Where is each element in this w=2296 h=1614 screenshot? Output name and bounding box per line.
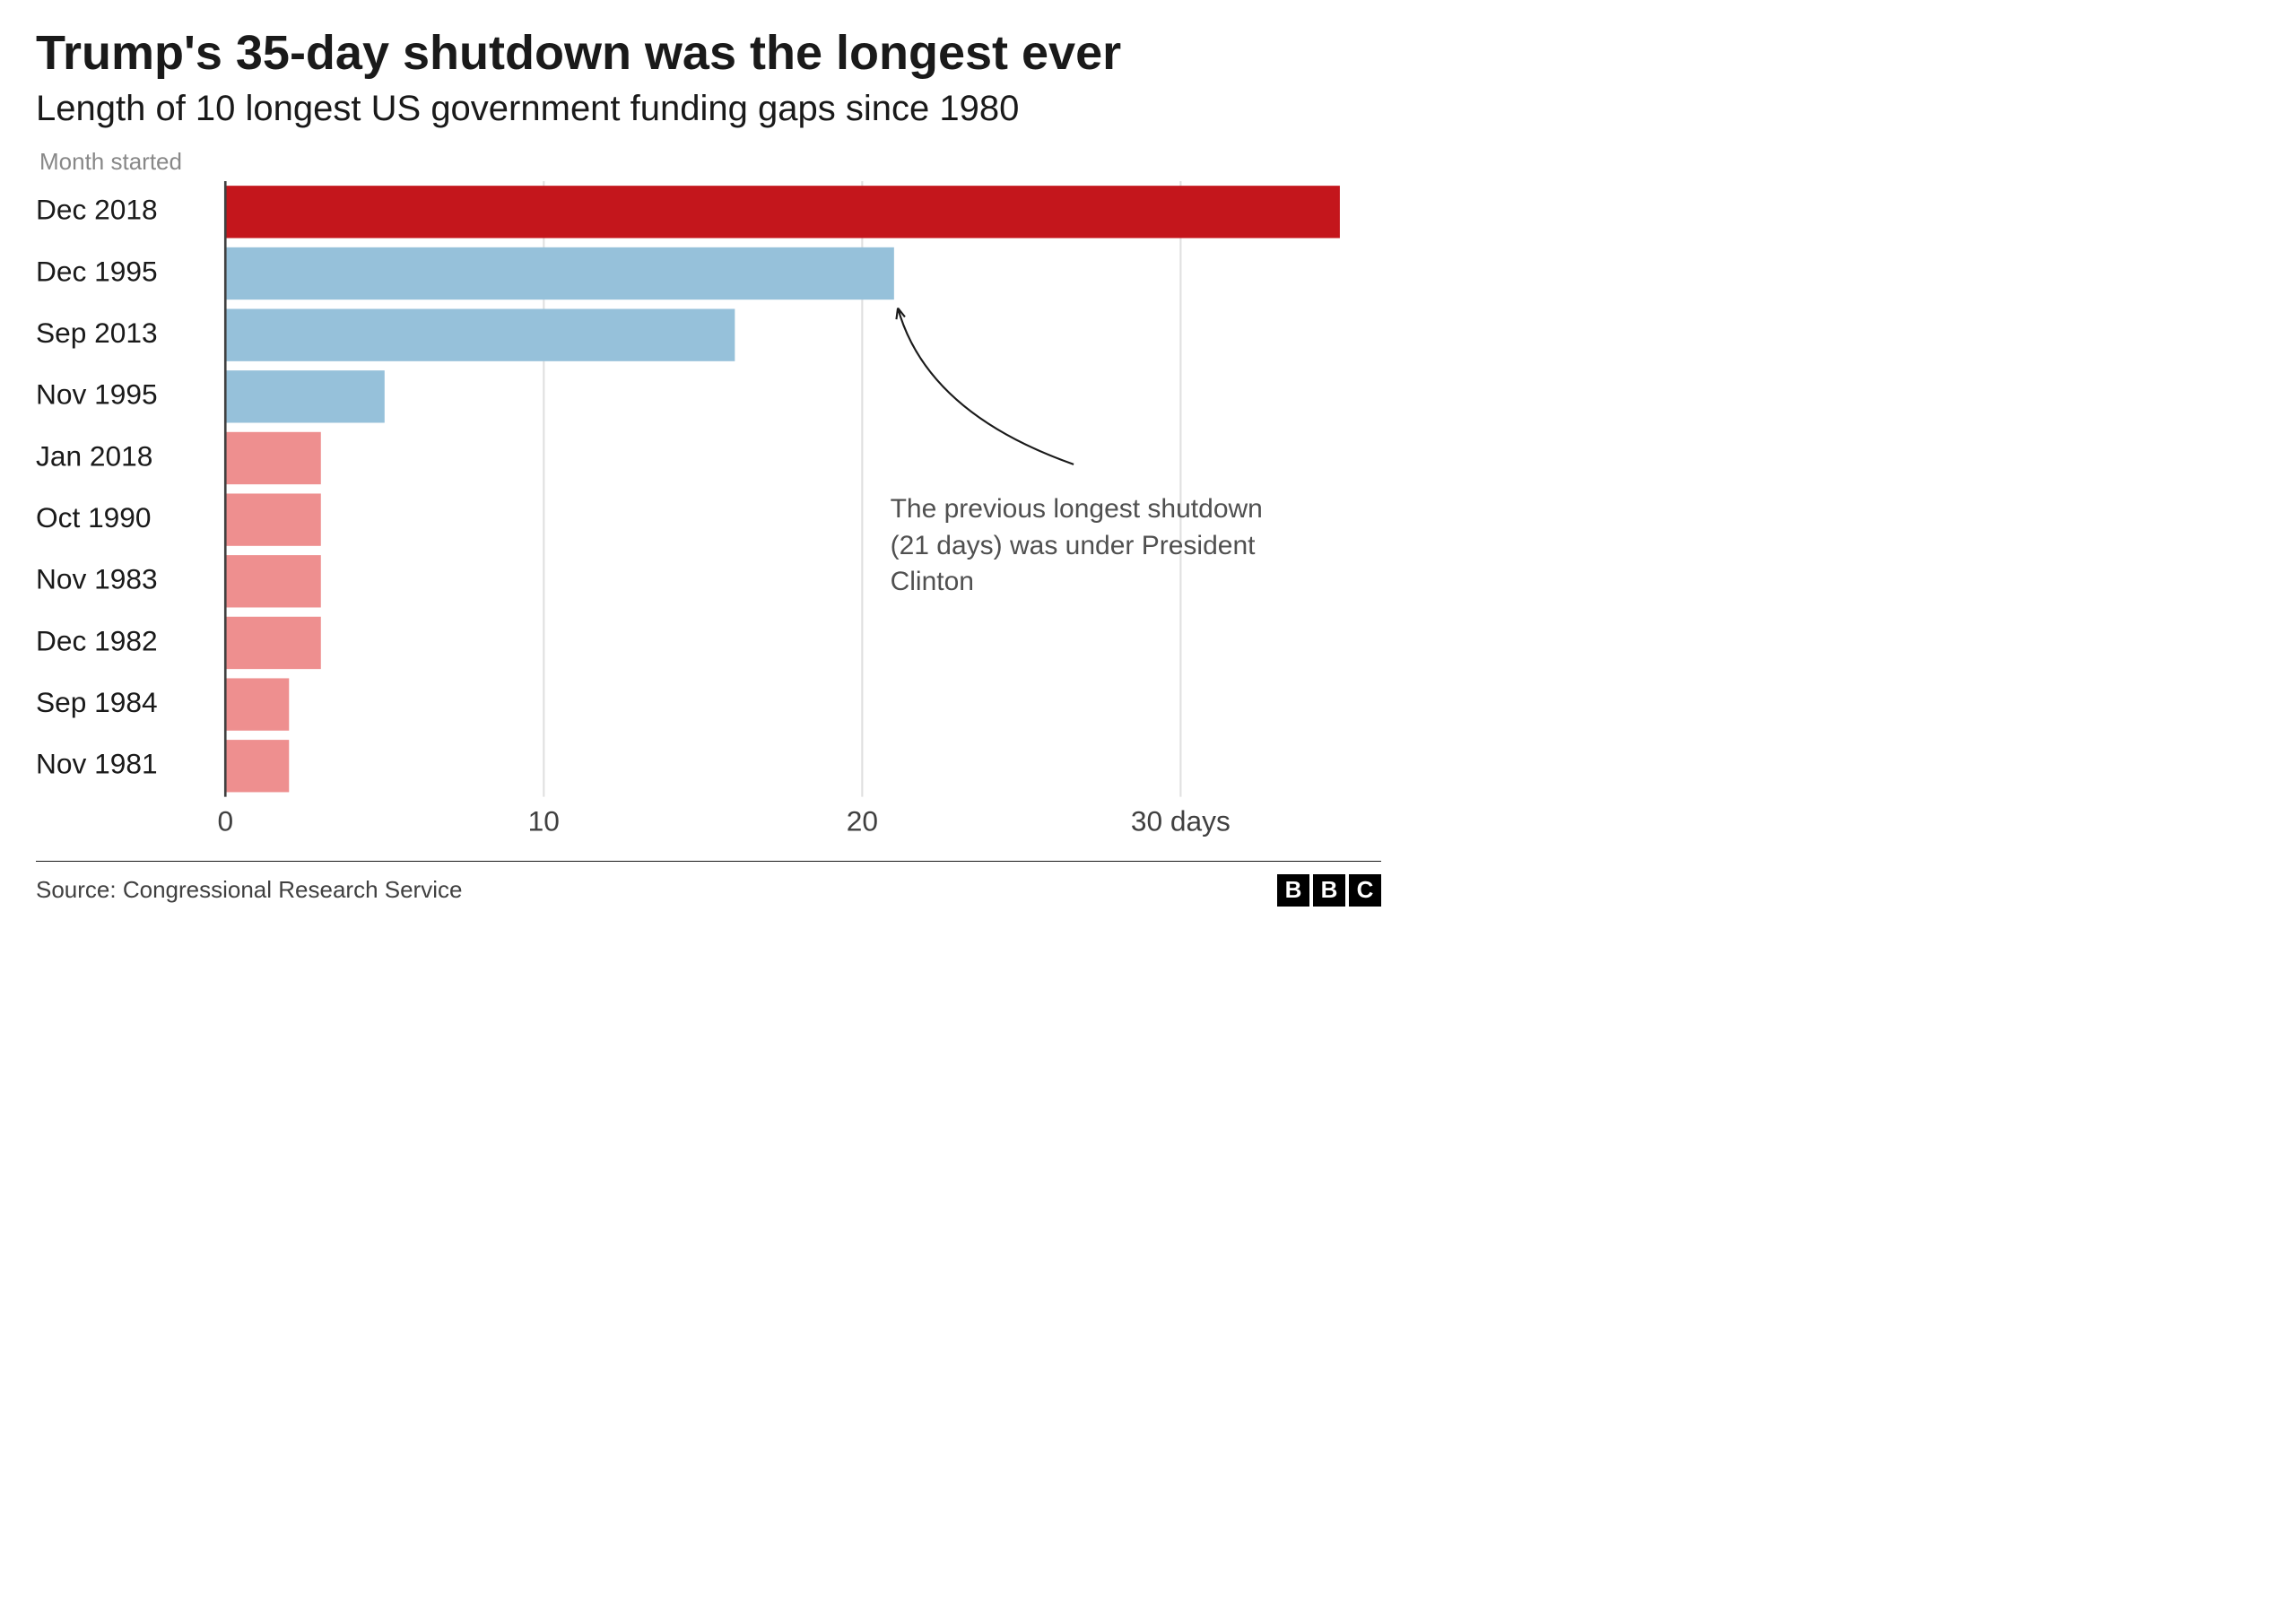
bar-label: Jan 2018	[36, 440, 152, 473]
chart-title: Trump's 35-day shutdown was the longest …	[36, 27, 1381, 80]
bar-label: Dec 1982	[36, 625, 158, 657]
svg-text:20: 20	[847, 805, 878, 837]
bar	[225, 494, 321, 546]
y-axis-title: Month started	[39, 148, 1381, 176]
bar	[225, 617, 321, 669]
bar-label: Sep 2013	[36, 317, 158, 349]
bar-label: Nov 1995	[36, 378, 158, 411]
svg-text:0: 0	[217, 805, 233, 837]
bbc-block: C	[1349, 874, 1381, 907]
bar-label: Dec 2018	[36, 194, 158, 226]
bar	[225, 309, 735, 361]
bar	[225, 740, 289, 792]
bar-label: Sep 1984	[36, 686, 158, 718]
bbc-block: B	[1277, 874, 1309, 907]
bar	[225, 371, 385, 423]
bar	[225, 187, 1340, 239]
annotation-arrow	[898, 308, 1074, 464]
bar-label: Dec 1995	[36, 256, 158, 288]
svg-text:30 days: 30 days	[1131, 805, 1231, 837]
bar	[225, 432, 321, 484]
chart-footer: Source: Congressional Research Service B…	[36, 861, 1381, 907]
source-label: Source: Congressional Research Service	[36, 876, 462, 904]
bar-label: Nov 1983	[36, 563, 158, 595]
bbc-block: B	[1313, 874, 1345, 907]
bbc-logo: BBC	[1277, 874, 1381, 907]
bar	[225, 556, 321, 608]
annotation-text: The previous longest shutdown (21 days) …	[891, 491, 1303, 601]
bar-label: Nov 1981	[36, 748, 158, 780]
bar-label: Oct 1990	[36, 501, 152, 534]
bar	[225, 679, 289, 731]
chart-container: Trump's 35-day shutdown was the longest …	[36, 27, 1381, 907]
plot-area: Month started 0 10 20 30 days Dec 2018 Dec 19…	[36, 148, 1381, 844]
bar	[225, 247, 894, 299]
chart-subtitle: Length of 10 longest US government fundi…	[36, 87, 1381, 130]
svg-text:10: 10	[528, 805, 560, 837]
